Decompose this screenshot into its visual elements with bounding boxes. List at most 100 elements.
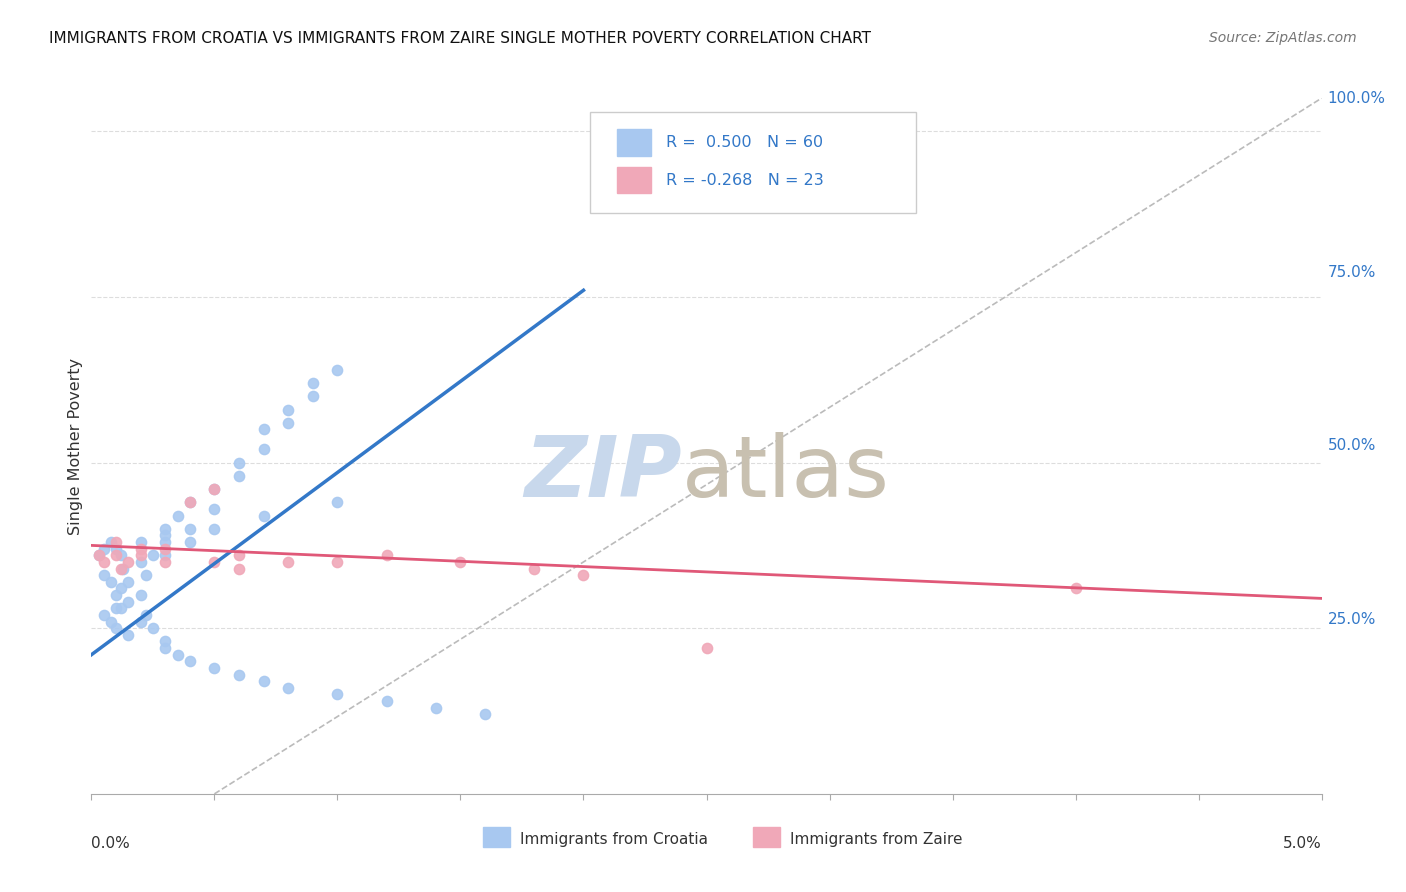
Point (135, 607, 156, 622)
Point (117, 595, 139, 609)
Point (105, 621, 127, 635)
Text: 75.0%: 75.0% (1327, 265, 1376, 279)
Point (375, 694, 398, 708)
Text: 0.0%: 0.0% (91, 836, 131, 851)
Point (153, 634, 177, 648)
Point (135, 568, 156, 582)
Point (179, 495, 201, 509)
Point (474, 707, 496, 722)
Point (228, 549, 250, 563)
Point (253, 442, 276, 457)
Point (202, 502, 225, 516)
Bar (617, 129, 651, 156)
Point (179, 495, 201, 509)
Point (105, 601, 127, 615)
Point (572, 568, 595, 582)
Point (277, 416, 299, 430)
Point (277, 681, 299, 695)
Text: ZIP: ZIP (524, 433, 682, 516)
Point (179, 535, 201, 549)
Point (202, 522, 225, 536)
Point (142, 549, 165, 563)
Point (153, 555, 177, 569)
Point (129, 535, 152, 549)
Text: atlas: atlas (682, 433, 890, 516)
Point (129, 555, 152, 569)
Point (301, 376, 323, 390)
Point (153, 528, 177, 542)
Point (87, 549, 110, 563)
Text: Immigrants from Croatia: Immigrants from Croatia (520, 831, 707, 847)
Point (100, 574, 122, 589)
Point (117, 555, 139, 569)
Bar (754, 827, 780, 847)
Point (153, 541, 177, 556)
Point (166, 648, 188, 662)
Point (228, 561, 250, 575)
Point (375, 549, 398, 563)
Point (202, 482, 225, 496)
Point (449, 555, 471, 569)
Point (110, 561, 132, 575)
Point (425, 700, 447, 714)
Text: R =  0.500   N = 60: R = 0.500 N = 60 (666, 136, 823, 150)
Point (253, 422, 276, 436)
Point (326, 555, 349, 569)
Point (1064, 582, 1087, 596)
Point (253, 508, 276, 523)
FancyBboxPatch shape (589, 112, 915, 213)
Point (129, 541, 152, 556)
Text: 50.0%: 50.0% (1327, 439, 1376, 453)
Text: R = -0.268   N = 23: R = -0.268 N = 23 (666, 173, 824, 187)
Point (228, 468, 250, 483)
Point (129, 615, 152, 629)
Text: Immigrants from Zaire: Immigrants from Zaire (790, 831, 963, 847)
Point (277, 555, 299, 569)
Point (153, 641, 177, 656)
Point (105, 588, 127, 602)
Point (166, 508, 188, 523)
Point (105, 549, 127, 563)
Bar (617, 167, 651, 194)
Point (153, 535, 177, 549)
Point (87, 549, 110, 563)
Text: IMMIGRANTS FROM CROATIA VS IMMIGRANTS FROM ZAIRE SINGLE MOTHER POVERTY CORRELATI: IMMIGRANTS FROM CROATIA VS IMMIGRANTS FR… (49, 31, 872, 46)
Point (202, 482, 225, 496)
Point (202, 661, 225, 675)
Point (228, 456, 250, 470)
Point (105, 541, 127, 556)
Point (326, 363, 349, 377)
Point (179, 654, 201, 668)
Point (93, 568, 115, 582)
Point (110, 601, 132, 615)
Point (153, 549, 177, 563)
Text: Source: ZipAtlas.com: Source: ZipAtlas.com (1209, 31, 1357, 45)
Point (696, 641, 718, 656)
Point (117, 628, 139, 642)
Point (277, 402, 299, 417)
Point (179, 522, 201, 536)
Point (93, 541, 115, 556)
Bar (482, 827, 509, 847)
Point (100, 615, 122, 629)
Point (129, 588, 152, 602)
Point (326, 495, 349, 509)
Point (301, 389, 323, 403)
Point (100, 535, 122, 549)
Point (110, 582, 132, 596)
Point (117, 574, 139, 589)
Point (228, 667, 250, 681)
Y-axis label: Single Mother Poverty: Single Mother Poverty (67, 358, 83, 534)
Point (253, 674, 276, 689)
Point (142, 621, 165, 635)
Point (110, 549, 132, 563)
Text: 5.0%: 5.0% (1282, 836, 1322, 851)
Point (105, 535, 127, 549)
Point (93, 607, 115, 622)
Text: 25.0%: 25.0% (1327, 613, 1376, 627)
Point (202, 555, 225, 569)
Point (112, 561, 135, 575)
Point (129, 549, 152, 563)
Point (326, 688, 349, 702)
Point (93, 555, 115, 569)
